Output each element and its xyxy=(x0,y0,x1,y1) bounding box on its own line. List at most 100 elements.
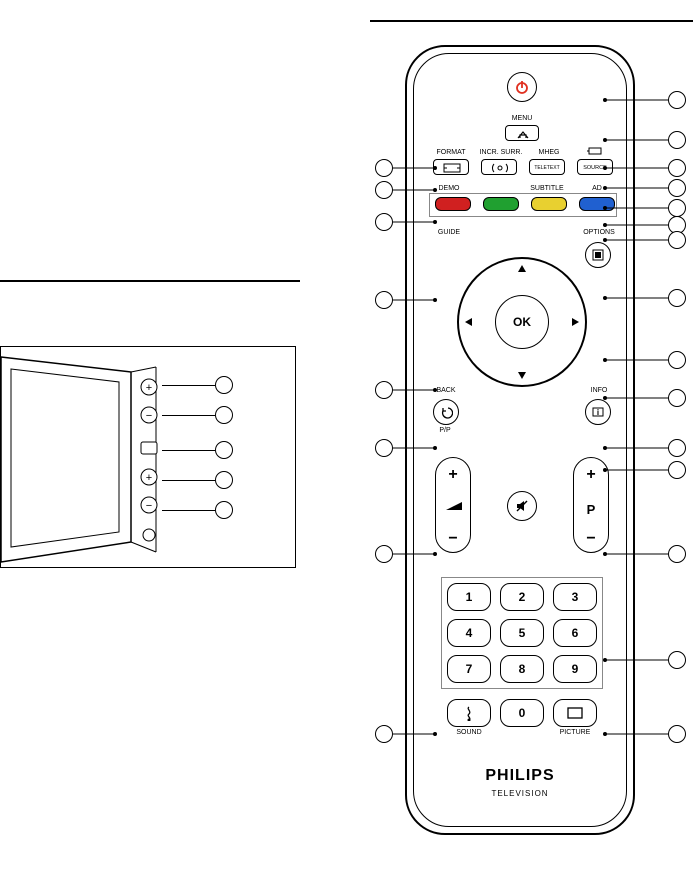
pp-label: P/P xyxy=(433,427,457,434)
remote-right-callout-1 xyxy=(668,131,686,149)
tv-callout-2 xyxy=(215,406,233,424)
remote-right-callout-4 xyxy=(668,199,686,217)
brand-text: PHILIPS xyxy=(407,767,633,785)
num-5[interactable]: 5 xyxy=(500,619,544,647)
svg-text:−: − xyxy=(146,410,152,422)
source-icon xyxy=(585,147,605,157)
nav-right-icon xyxy=(572,318,579,326)
format-icon xyxy=(434,160,470,176)
remote-left-callout-6 xyxy=(375,545,393,563)
num-8[interactable]: 8 xyxy=(500,655,544,683)
back-label: BACK xyxy=(431,387,461,394)
yellow-button[interactable] xyxy=(531,197,567,211)
options-button[interactable] xyxy=(585,242,611,268)
tv-lead-3 xyxy=(162,450,215,451)
options-label: OPTIONS xyxy=(579,229,619,236)
remote-right-callout-9 xyxy=(668,389,686,407)
back-icon xyxy=(439,405,453,419)
remote-right-callout-6 xyxy=(668,231,686,249)
remote-left-callout-7 xyxy=(375,725,393,743)
ad-label: AD xyxy=(585,185,609,192)
num-3[interactable]: 3 xyxy=(553,583,597,611)
remote-left-callout-2 xyxy=(375,213,393,231)
back-button[interactable] xyxy=(433,399,459,425)
num-7[interactable]: 7 xyxy=(447,655,491,683)
divider-right xyxy=(370,20,693,22)
source-button[interactable]: SOURCE xyxy=(577,159,613,175)
sound-button[interactable] xyxy=(447,699,491,727)
remote-left-callout-3 xyxy=(375,291,393,309)
surround-icon xyxy=(482,160,518,176)
sound-label: SOUND xyxy=(447,729,491,736)
menu-label: MENU xyxy=(507,115,537,122)
remote-body: MENU FORMAT INCR. SURR. MHEG TELETEXT SO… xyxy=(405,45,635,835)
picture-icon xyxy=(566,706,584,720)
program-rocker[interactable]: + P − xyxy=(573,457,609,553)
remote-right-callout-13 xyxy=(668,651,686,669)
power-icon xyxy=(514,79,530,95)
incrsurr-button[interactable] xyxy=(481,159,517,175)
remote-right-callout-12 xyxy=(668,545,686,563)
info-button[interactable]: i xyxy=(585,399,611,425)
volume-icon xyxy=(444,500,464,512)
remote-right-callout-14 xyxy=(668,725,686,743)
mute-button[interactable] xyxy=(507,491,537,521)
remote-right-callout-11 xyxy=(668,461,686,479)
remote-right-callout-2 xyxy=(668,159,686,177)
num-4[interactable]: 4 xyxy=(447,619,491,647)
tv-callout-4 xyxy=(215,471,233,489)
divider-left xyxy=(0,280,300,282)
menu-button[interactable] xyxy=(505,125,539,141)
svg-text:+: + xyxy=(146,472,152,484)
tv-callout-3 xyxy=(215,441,233,459)
power-button[interactable] xyxy=(507,72,537,102)
green-button[interactable] xyxy=(483,197,519,211)
picture-label: PICTURE xyxy=(553,729,597,736)
nav-down-icon xyxy=(518,372,526,379)
subtitle-label: SUBTITLE xyxy=(523,185,571,192)
red-button[interactable] xyxy=(435,197,471,211)
tv-svg: + − + − xyxy=(1,347,297,569)
num-2[interactable]: 2 xyxy=(500,583,544,611)
incrsurr-label: INCR. SURR. xyxy=(477,149,525,156)
nav-left-icon xyxy=(465,318,472,326)
remote-right-callout-3 xyxy=(668,179,686,197)
demo-label: DEMO xyxy=(431,185,467,192)
sound-icon xyxy=(462,705,476,721)
num-0[interactable]: 0 xyxy=(500,699,544,727)
subbrand-text: TELEVISION xyxy=(407,789,633,798)
nav-up-icon xyxy=(518,265,526,272)
tv-side-panel: + − + − xyxy=(0,346,296,568)
num-6[interactable]: 6 xyxy=(553,619,597,647)
remote-right-callout-7 xyxy=(668,289,686,307)
guide-label: GUIDE xyxy=(431,229,467,236)
remote-left-callout-0 xyxy=(375,159,393,177)
format-button[interactable] xyxy=(433,159,469,175)
remote-right-callout-10 xyxy=(668,439,686,457)
info-icon: i xyxy=(591,405,605,419)
svg-text:−: − xyxy=(146,500,152,512)
svg-text:i: i xyxy=(597,408,599,417)
volume-rocker[interactable]: + − xyxy=(435,457,471,553)
tv-lead-4 xyxy=(162,480,215,481)
mheg-label: MHEG xyxy=(531,149,567,156)
remote-left-callout-1 xyxy=(375,181,393,199)
num-1[interactable]: 1 xyxy=(447,583,491,611)
tv-callout-1 xyxy=(215,376,233,394)
remote-left-callout-5 xyxy=(375,439,393,457)
mute-icon xyxy=(514,498,530,514)
teletext-button[interactable]: TELETEXT xyxy=(529,159,565,175)
remote-right-callout-0 xyxy=(668,91,686,109)
blue-button[interactable] xyxy=(579,197,615,211)
num-9[interactable]: 9 xyxy=(553,655,597,683)
svg-text:+: + xyxy=(146,382,152,394)
ok-button[interactable]: OK xyxy=(495,295,549,349)
tv-lead-2 xyxy=(162,415,215,416)
info-label: INFO xyxy=(585,387,613,394)
picture-button[interactable] xyxy=(553,699,597,727)
tv-callout-5 xyxy=(215,501,233,519)
home-icon xyxy=(506,126,540,142)
options-icon xyxy=(591,248,605,262)
program-p-label: P xyxy=(574,502,608,517)
remote-left-callout-4 xyxy=(375,381,393,399)
